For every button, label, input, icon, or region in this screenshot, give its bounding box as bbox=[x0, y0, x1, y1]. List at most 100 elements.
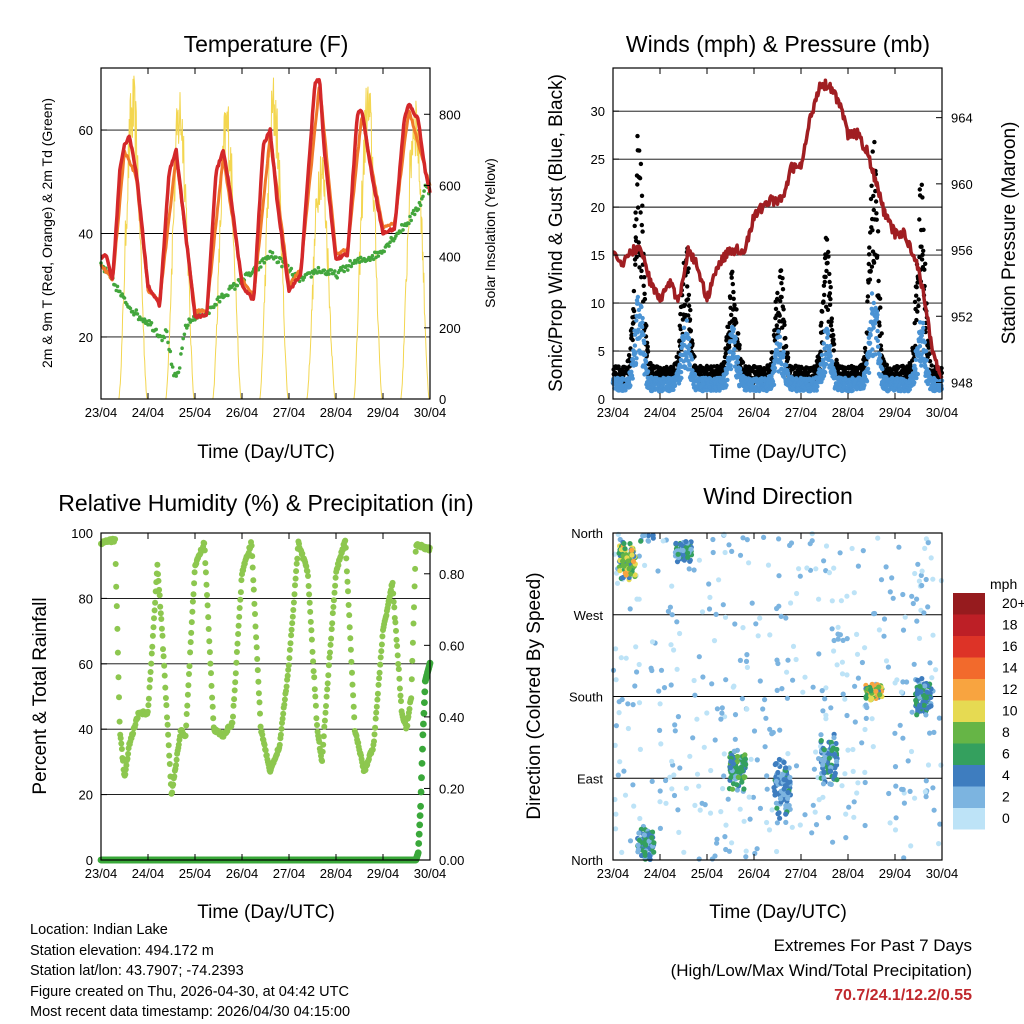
humidity-point bbox=[232, 679, 239, 686]
direction-point bbox=[649, 778, 655, 785]
humidity-point bbox=[125, 750, 132, 757]
y-tick-label: 30 bbox=[591, 104, 605, 119]
gust-point bbox=[867, 245, 872, 250]
direction-point bbox=[625, 725, 632, 732]
direction-point bbox=[896, 544, 902, 550]
humidity-point bbox=[346, 612, 353, 619]
dewpoint-point bbox=[358, 255, 363, 260]
direction-point bbox=[636, 837, 643, 843]
humidity-point bbox=[231, 696, 238, 703]
direction-point bbox=[851, 799, 857, 805]
gust-point bbox=[862, 345, 868, 351]
direction-point bbox=[790, 677, 796, 683]
winds-ylabel: Sonic/Prop Wind & Gust (Blue, Black) bbox=[546, 74, 567, 392]
direction-point bbox=[722, 549, 728, 556]
gust-point bbox=[868, 196, 874, 202]
direction-point bbox=[707, 810, 714, 816]
direction-point bbox=[793, 656, 799, 663]
direction-point bbox=[764, 773, 770, 779]
humidity-point bbox=[210, 715, 217, 722]
gust-point bbox=[722, 359, 727, 365]
temperature-x-tick-label: 24/04 bbox=[132, 405, 165, 420]
humidity-point bbox=[233, 659, 240, 666]
rainfall-point bbox=[421, 688, 429, 696]
dewpoint-point bbox=[276, 260, 281, 264]
temperature-gridlines bbox=[101, 129, 430, 338]
direction-point bbox=[812, 809, 818, 815]
direction-point bbox=[694, 771, 701, 777]
gust-point bbox=[633, 210, 638, 215]
direction-point bbox=[744, 652, 750, 658]
dewpoint-point bbox=[166, 340, 170, 345]
dewpoint-point bbox=[388, 240, 392, 244]
dewpoint-point bbox=[220, 292, 224, 297]
dewpoint-point bbox=[160, 338, 164, 343]
wind-point bbox=[735, 354, 741, 360]
direction-point bbox=[737, 806, 743, 812]
direction-point bbox=[783, 615, 789, 621]
humidity-point bbox=[149, 643, 156, 650]
direction-point bbox=[881, 633, 887, 639]
humidity-point bbox=[237, 589, 244, 596]
wind-point bbox=[777, 334, 782, 339]
humidity-point bbox=[404, 722, 411, 729]
humidity-point bbox=[373, 703, 380, 710]
direction-point bbox=[709, 856, 716, 862]
humidity-point bbox=[342, 537, 349, 544]
temperature-x-tick-label: 25/04 bbox=[179, 405, 212, 420]
gust-point bbox=[641, 283, 646, 288]
gust-point bbox=[734, 307, 739, 312]
direction-point bbox=[660, 538, 666, 544]
gust-point bbox=[729, 275, 734, 280]
humidity-point bbox=[149, 632, 156, 639]
direction-point bbox=[892, 764, 899, 770]
dewpoint-point bbox=[122, 296, 127, 300]
direction-point bbox=[668, 642, 674, 648]
direction-point bbox=[657, 799, 663, 805]
temperature-x-tick-label: 27/04 bbox=[273, 405, 306, 420]
gust-point bbox=[921, 227, 926, 232]
dewpoint-point bbox=[214, 303, 218, 307]
humidity-point bbox=[147, 669, 154, 675]
direction-point bbox=[614, 580, 621, 586]
gust-point bbox=[914, 293, 919, 298]
humidity-point bbox=[292, 582, 298, 589]
gust-point bbox=[831, 348, 836, 353]
gust-point bbox=[823, 274, 828, 280]
direction-point bbox=[784, 669, 790, 675]
humidity-point bbox=[249, 553, 256, 560]
humidity-point bbox=[164, 714, 170, 721]
direction-point bbox=[669, 786, 675, 792]
wind-point bbox=[643, 352, 648, 357]
y2-tick-label: 0 bbox=[439, 392, 446, 407]
direction-point bbox=[928, 555, 934, 561]
direction-point bbox=[765, 562, 772, 568]
gust-point bbox=[637, 265, 642, 270]
direction-point bbox=[927, 660, 933, 666]
humidity-point bbox=[291, 591, 298, 598]
gust-point bbox=[917, 187, 922, 192]
direction-point bbox=[930, 785, 936, 791]
direction-point bbox=[922, 789, 929, 795]
gust-point bbox=[827, 271, 832, 277]
direction-point bbox=[862, 779, 868, 786]
direction-point bbox=[740, 535, 746, 541]
wind-point bbox=[771, 382, 777, 387]
winds-x-tick-label: 25/04 bbox=[691, 405, 724, 420]
direction-point bbox=[777, 727, 783, 733]
gust-point bbox=[874, 217, 879, 222]
dewpoint-point bbox=[387, 244, 391, 248]
direction-point bbox=[797, 822, 803, 828]
direction-point bbox=[842, 771, 848, 777]
direction-point bbox=[754, 846, 760, 852]
direction-point bbox=[613, 677, 619, 683]
gust-point bbox=[729, 312, 734, 318]
direction-point bbox=[630, 558, 637, 565]
direction-point bbox=[854, 631, 860, 638]
humidity-point bbox=[324, 686, 331, 693]
direction-point bbox=[613, 723, 620, 729]
gust-point bbox=[872, 139, 877, 145]
direction-point bbox=[691, 677, 697, 684]
wind-point bbox=[827, 343, 833, 349]
direction-point bbox=[909, 593, 915, 599]
